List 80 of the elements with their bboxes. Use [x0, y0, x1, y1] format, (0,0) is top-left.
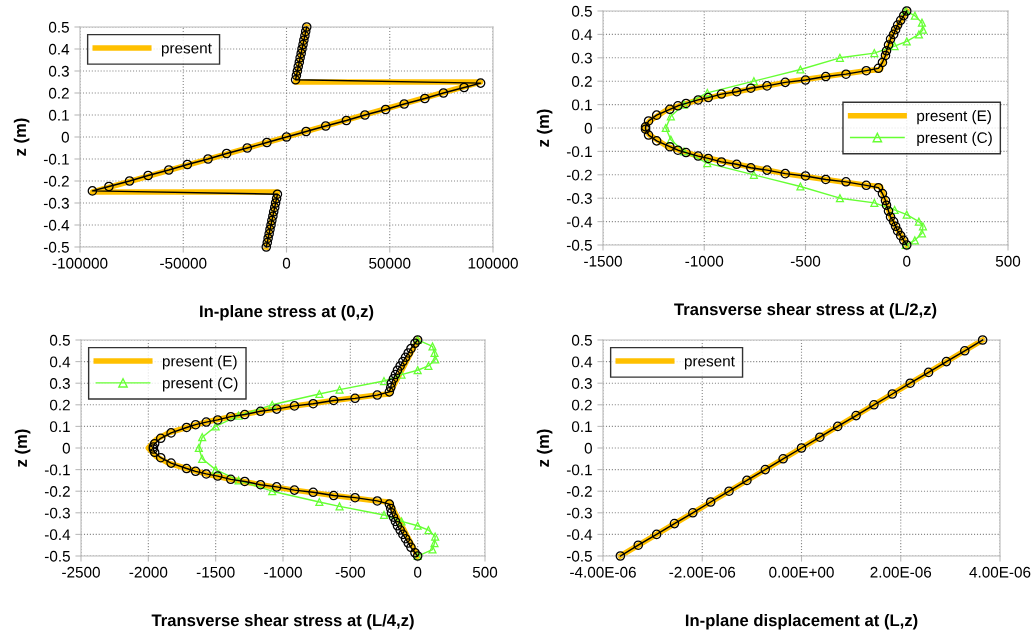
y-tick-label: -0.4	[566, 529, 593, 541]
y-tick-label: 0.2	[49, 399, 70, 411]
y-tick-label: 0.4	[48, 43, 70, 55]
y-tick-label: -0.3	[566, 507, 592, 519]
legend-label: present	[684, 356, 735, 370]
y-tick-label: -0.2	[43, 175, 69, 187]
y-tick-label: 0.3	[571, 378, 592, 389]
y-tick-label: -0.3	[43, 197, 69, 209]
legend-label: present (E)	[162, 355, 237, 370]
y-tick-label: 0.3	[48, 65, 69, 77]
y-tick-label: 0.2	[48, 87, 69, 99]
x-tick-label: 0	[903, 255, 911, 267]
y-tick-label: 0	[584, 442, 592, 454]
x-tick-label: 500	[472, 566, 498, 578]
x-axis-title: In-plane stress at (0,z)	[200, 304, 374, 321]
y-tick-label: 0.4	[571, 29, 593, 41]
y-tick-label: 0	[584, 122, 592, 134]
x-tick-label: -4.00E-06	[570, 566, 636, 578]
x-tick-label: 0.00E+00	[769, 566, 834, 578]
x-tick-label: 0	[282, 257, 291, 269]
y-tick-label: 0	[61, 131, 69, 143]
y-tick-label: 0.1	[48, 109, 69, 121]
x-tick-label: -1000	[264, 566, 302, 578]
x-axis-title: In-plane displacement at (L,z)	[685, 613, 918, 630]
x-tick-label: 0	[414, 566, 422, 578]
x-tick-label: -2.00E-06	[669, 566, 736, 578]
x-tick-label: -500	[335, 566, 366, 578]
y-tick-label: 0.2	[571, 76, 592, 87]
y-tick-label: -0.4	[566, 216, 593, 228]
y-tick-label: 0.3	[49, 378, 70, 389]
x-tick-label: 100000	[468, 257, 518, 269]
y-tick-label: -0.5	[566, 550, 592, 562]
x-tick-label: -1000	[685, 255, 724, 267]
legend-label: present (C)	[162, 377, 238, 392]
y-tick-label: -0.2	[44, 486, 70, 497]
x-tick-label: -500	[790, 255, 821, 267]
y-tick-label: -0.4	[43, 219, 70, 231]
y-tick-label: 0.5	[571, 334, 592, 346]
y-tick-label: -0.1	[566, 464, 592, 476]
x-axis-title: Transverse shear stress at (L/2,z)	[674, 302, 937, 319]
x-tick-label: -100000	[52, 257, 108, 269]
x-tick-label: -50000	[160, 257, 207, 269]
y-axis-title: z (m)	[13, 118, 30, 156]
y-tick-label: -0.2	[566, 486, 592, 497]
y-tick-label: -0.4	[44, 529, 71, 541]
y-tick-label: -0.5	[44, 550, 70, 562]
y-tick-label: -0.2	[566, 169, 592, 181]
y-tick-label: -0.1	[43, 153, 69, 165]
x-tick-label: -1500	[196, 566, 235, 578]
y-tick-label: 0.5	[571, 5, 592, 17]
legend-label: present	[161, 43, 212, 57]
y-tick-label: 0.5	[48, 21, 69, 33]
y-tick-label: -0.3	[566, 193, 592, 204]
y-tick-label: 0	[62, 442, 70, 454]
y-tick-label: 0.3	[571, 52, 592, 64]
x-tick-label: 500	[995, 255, 1021, 267]
x-axis-title: Transverse shear stress at (L/4,z)	[151, 613, 414, 630]
x-tick-label: -2500	[62, 566, 100, 578]
y-tick-label: -0.1	[44, 464, 70, 476]
y-tick-label: 0.1	[49, 421, 70, 433]
y-tick-label: -0.1	[566, 146, 592, 158]
y-tick-label: 0.4	[571, 356, 593, 368]
legend-label: present (C)	[917, 131, 992, 147]
y-tick-label: -0.5	[43, 241, 69, 253]
y-tick-label: -0.3	[44, 507, 70, 519]
y-tick-label: 0.4	[49, 356, 71, 368]
legend-label: present (E)	[917, 109, 991, 125]
y-axis-title: z (m)	[14, 429, 31, 467]
y-axis-title: z (m)	[536, 109, 553, 147]
y-tick-label: 0.1	[571, 99, 592, 111]
x-tick-label: -1500	[584, 255, 622, 267]
y-tick-label: 0.5	[49, 334, 70, 346]
y-tick-label: -0.5	[566, 239, 592, 251]
x-tick-label: 2.00E-06	[870, 566, 932, 578]
x-tick-label: 50000	[369, 257, 411, 269]
y-tick-label: 0.2	[571, 399, 592, 411]
y-tick-label: 0.1	[571, 421, 592, 433]
y-axis-title: z (m)	[536, 429, 553, 467]
x-tick-label: -2000	[129, 566, 168, 578]
x-tick-label: 4.00E-06	[969, 566, 1031, 578]
